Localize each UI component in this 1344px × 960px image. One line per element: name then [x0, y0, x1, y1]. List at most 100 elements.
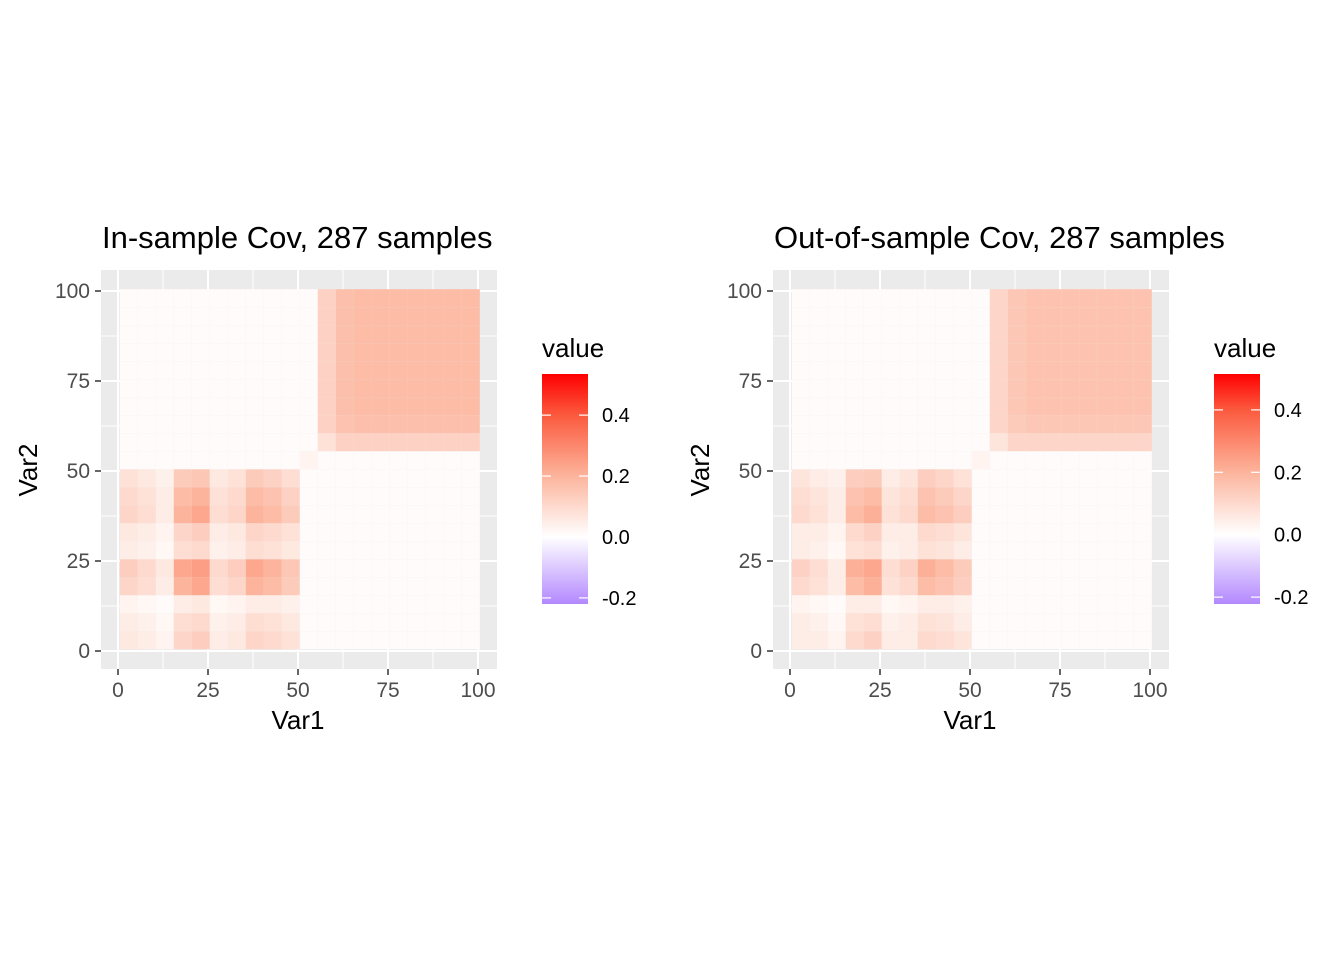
heatmap-cell: [953, 541, 972, 560]
heatmap-cell: [227, 631, 246, 650]
heatmap-cell: [899, 487, 918, 506]
heatmap-cell: [1115, 505, 1134, 524]
heatmap-cell: [1133, 325, 1152, 344]
heatmap-cell: [971, 631, 990, 650]
heatmap-cell: [791, 523, 810, 542]
heatmap-cell: [443, 343, 462, 362]
legend-label: 0.4: [602, 405, 630, 427]
heatmap-cell: [335, 577, 354, 596]
heatmap-cell: [1061, 487, 1080, 506]
heatmap-cell: [443, 361, 462, 380]
heatmap-cell: [209, 289, 228, 308]
heatmap-cell: [317, 343, 336, 362]
heatmap-cell: [407, 595, 426, 614]
heatmap-cell: [281, 487, 300, 506]
heatmap-cell: [281, 613, 300, 632]
heatmap-cell: [1115, 415, 1134, 434]
heatmap-cell: [353, 541, 372, 560]
heatmap-cell: [353, 415, 372, 434]
heatmap-cell: [461, 595, 480, 614]
x-tick-label: 75: [1048, 679, 1071, 702]
heatmap-cell: [425, 595, 444, 614]
heatmap-cell: [791, 433, 810, 452]
heatmap-cell: [1061, 325, 1080, 344]
heatmap-cell: [1133, 397, 1152, 416]
x-axis-label: Var1: [272, 705, 325, 735]
heatmap-cell: [827, 523, 846, 542]
heatmap-cell: [1133, 289, 1152, 308]
heatmap-cell: [989, 361, 1008, 380]
heatmap-cell: [899, 505, 918, 524]
heatmap-cell: [137, 523, 156, 542]
heatmap-cell: [263, 541, 282, 560]
heatmap-cell: [335, 505, 354, 524]
heatmap-cell: [1115, 397, 1134, 416]
heatmap-cell: [155, 451, 174, 470]
heatmap-cell: [863, 559, 882, 578]
heatmap-cell: [845, 289, 864, 308]
heatmap-cell: [935, 433, 954, 452]
heatmap-cell: [191, 397, 210, 416]
heatmap-cell: [281, 595, 300, 614]
heatmap-cell: [173, 577, 192, 596]
x-tick-label: 100: [460, 679, 495, 702]
heatmap-cell: [935, 559, 954, 578]
heatmap-cell: [1133, 451, 1152, 470]
heatmap-cell: [353, 361, 372, 380]
heatmap-cell: [245, 523, 264, 542]
heatmap-cell: [173, 325, 192, 344]
heatmap-cell: [443, 523, 462, 542]
heatmap-cell: [809, 289, 828, 308]
heatmap-cell: [209, 325, 228, 344]
heatmap-cell: [245, 541, 264, 560]
heatmap-cell: [299, 307, 318, 326]
heatmap-cell: [335, 343, 354, 362]
heatmap-cell: [281, 307, 300, 326]
heatmap-cell: [461, 397, 480, 416]
heatmap-cell: [281, 523, 300, 542]
heatmap-cell: [1097, 289, 1116, 308]
heatmap-cell: [1133, 505, 1152, 524]
heatmap-cell: [245, 469, 264, 488]
heatmap-cell: [1025, 343, 1044, 362]
heatmap-cell: [899, 307, 918, 326]
heatmap-cell: [461, 487, 480, 506]
heatmap-cell: [1061, 415, 1080, 434]
heatmap-cell: [971, 469, 990, 488]
heatmap-cell: [1115, 487, 1134, 506]
heatmap-cell: [1133, 523, 1152, 542]
heatmap-cell: [935, 469, 954, 488]
heatmap-cell: [335, 595, 354, 614]
heatmap-cell: [791, 343, 810, 362]
legend-label: -0.2: [1274, 587, 1308, 609]
heatmap-cell: [443, 469, 462, 488]
heatmap-cell: [227, 415, 246, 434]
heatmap-cell: [371, 505, 390, 524]
heatmap-cell: [1061, 523, 1080, 542]
heatmap-cell: [371, 451, 390, 470]
heatmap-cell: [335, 379, 354, 398]
heatmap-cell: [173, 613, 192, 632]
heatmap-cell: [371, 487, 390, 506]
heatmap-cell: [1097, 415, 1116, 434]
heatmap-cell: [461, 307, 480, 326]
heatmap-cell: [917, 631, 936, 650]
x-axis-label: Var1: [944, 705, 997, 735]
heatmap-cell: [827, 595, 846, 614]
heatmap-cell: [989, 379, 1008, 398]
heatmap-cell: [899, 469, 918, 488]
heatmap-cell: [863, 415, 882, 434]
heatmap-cell: [1007, 289, 1026, 308]
heatmap-cell: [791, 361, 810, 380]
heatmap-cell: [443, 541, 462, 560]
heatmap-cell: [1079, 559, 1098, 578]
heatmap-cell: [845, 523, 864, 542]
heatmap-cell: [1061, 343, 1080, 362]
heatmap-cell: [119, 397, 138, 416]
heatmap-cell: [353, 397, 372, 416]
heatmap-cell: [407, 613, 426, 632]
heatmap-cell: [263, 559, 282, 578]
heatmap-cell: [209, 397, 228, 416]
heatmap-cell: [1043, 613, 1062, 632]
